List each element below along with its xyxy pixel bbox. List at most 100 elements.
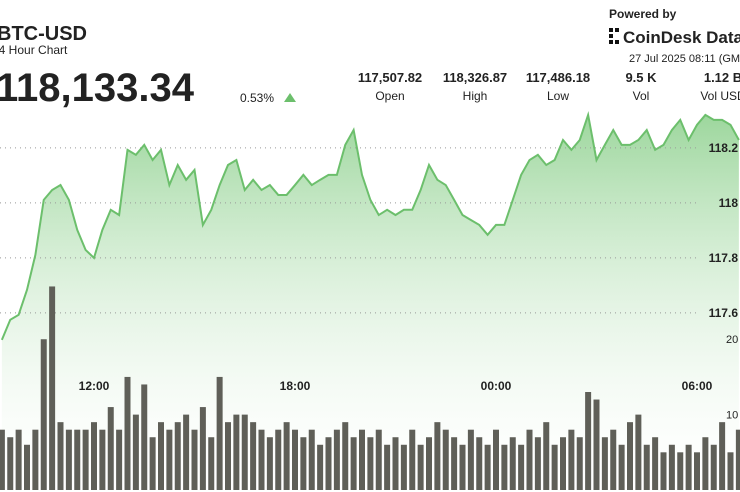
- stat-label: Vol USD: [700, 89, 740, 103]
- volume-bar: [652, 437, 659, 490]
- stat-value: 117,507.82: [358, 70, 422, 85]
- volume-bar: [49, 286, 56, 490]
- volume-bar: [476, 437, 483, 490]
- volume-bar: [593, 399, 600, 490]
- volume-bar: [216, 376, 223, 490]
- volume-bar: [392, 437, 399, 490]
- stat-value: 117,486.18: [526, 70, 590, 85]
- volume-bar: [317, 444, 324, 490]
- volume-bar: [409, 429, 416, 490]
- stat-value: 9.5 K: [625, 70, 657, 85]
- stat-value: 118,326.87: [443, 70, 507, 85]
- volume-bar: [325, 437, 332, 490]
- y2-tick-label: 20: [726, 334, 738, 346]
- volume-bar: [400, 444, 407, 490]
- volume-bar: [509, 437, 516, 490]
- volume-bar: [233, 414, 240, 490]
- volume-bar: [141, 384, 148, 490]
- volume-bar: [735, 429, 740, 490]
- volume-bar: [350, 437, 357, 490]
- volume-bar: [576, 437, 583, 490]
- x-tick-label: 06:00: [682, 379, 713, 393]
- price: 118,133.34: [0, 66, 195, 110]
- volume-bar: [158, 422, 164, 490]
- volume-bar: [635, 414, 642, 490]
- volume-bar: [266, 437, 273, 490]
- volume-bar: [685, 444, 692, 490]
- brand: CoinDesk Data: [623, 28, 740, 47]
- volume-bar: [208, 437, 215, 490]
- volume-bar: [426, 437, 432, 490]
- volume-bar: [719, 422, 726, 490]
- volume-bar: [727, 452, 734, 490]
- y-tick-label: 117.8: [709, 251, 739, 265]
- stat-label: Open: [375, 89, 404, 103]
- volume-bar: [333, 429, 340, 490]
- volume-bar: [308, 429, 315, 490]
- volume-bar: [551, 444, 558, 490]
- volume-bar: [149, 437, 156, 490]
- volume-bar: [560, 437, 566, 490]
- volume-bar: [585, 392, 592, 490]
- x-tick-label: 12:00: [79, 379, 110, 393]
- y-tick-label: 117.6: [709, 306, 739, 320]
- price-area: [1, 114, 739, 491]
- volume-bar: [643, 444, 650, 490]
- volume-bar: [116, 429, 123, 490]
- volume-bar: [191, 429, 198, 490]
- volume-bar: [459, 444, 466, 490]
- volume-bar: [74, 429, 81, 490]
- volume-bar: [0, 429, 5, 490]
- volume-bar: [24, 444, 30, 490]
- volume-bar: [174, 422, 181, 490]
- volume-bar: [518, 444, 525, 490]
- volume-bar: [199, 407, 206, 490]
- volume-bar: [258, 429, 265, 490]
- volume-bar: [15, 429, 22, 490]
- volume-bar: [99, 429, 106, 490]
- stat-label: Low: [547, 89, 569, 103]
- timestamp: 27 Jul 2025 08:11 (GMT): [629, 53, 740, 65]
- volume-bar: [166, 429, 173, 490]
- volume-bar: [534, 437, 541, 490]
- volume-bar: [417, 444, 424, 490]
- volume-bar: [677, 452, 684, 490]
- volume-bar: [610, 429, 617, 490]
- y2-tick-label: 10: [726, 410, 738, 422]
- volume-bar: [300, 437, 307, 490]
- volume-bar: [543, 422, 550, 490]
- volume-bar: [40, 339, 47, 490]
- volume-bar: [275, 429, 282, 490]
- volume-bar: [618, 444, 625, 490]
- volume-bar: [434, 422, 441, 490]
- volume-bar: [225, 422, 231, 490]
- volume-bar: [292, 429, 298, 490]
- x-tick-label: 00:00: [481, 379, 512, 393]
- volume-bar: [91, 422, 97, 490]
- logo: [609, 28, 619, 44]
- volume-bar: [702, 437, 709, 490]
- stat-label: Vol: [633, 89, 650, 103]
- title: BTC-USD: [0, 23, 87, 45]
- volume-bar: [283, 422, 290, 490]
- up-arrow: [284, 93, 296, 102]
- volume-bar: [375, 429, 382, 490]
- change: 0.53%: [240, 91, 274, 105]
- price-line: [0, 110, 740, 341]
- volume-bar: [65, 429, 72, 490]
- volume-bar: [82, 429, 89, 490]
- volume-bar: [710, 444, 717, 490]
- volume-bar: [250, 422, 257, 490]
- volume-bar: [132, 414, 139, 490]
- volume-bar: [384, 444, 391, 490]
- volume-bar: [484, 444, 491, 490]
- volume-bar: [526, 429, 533, 490]
- volume-bar: [467, 429, 474, 490]
- volume-bar: [601, 437, 608, 490]
- volume-bar: [442, 429, 449, 490]
- volume-bar: [342, 422, 349, 490]
- volume-bar: [627, 422, 633, 490]
- volume-bar: [568, 429, 575, 490]
- volume-bar: [7, 437, 14, 490]
